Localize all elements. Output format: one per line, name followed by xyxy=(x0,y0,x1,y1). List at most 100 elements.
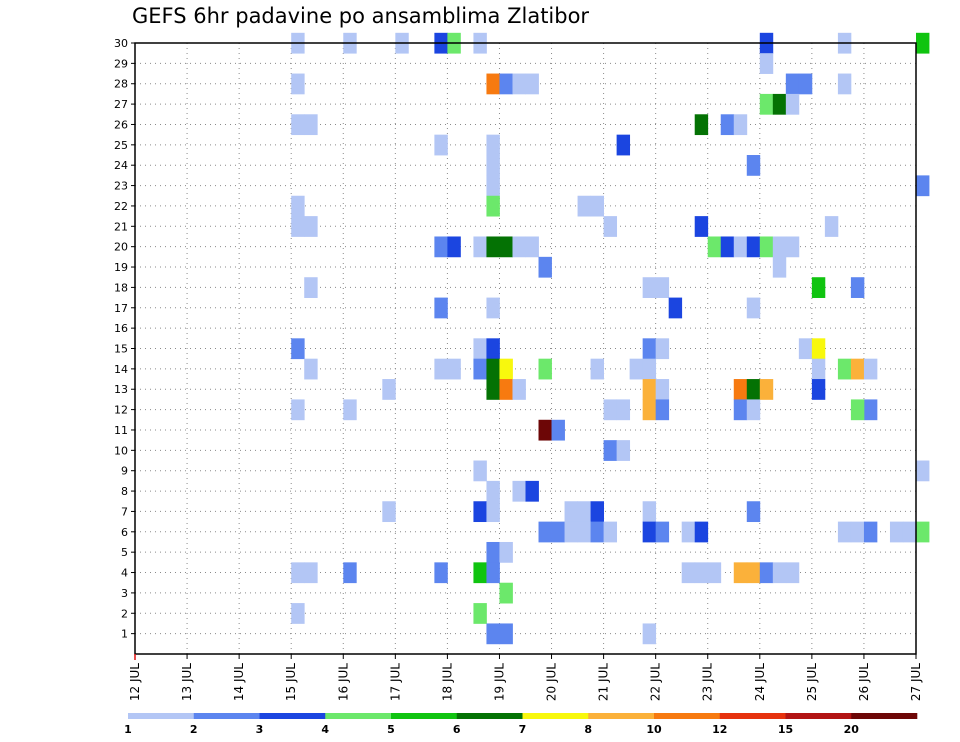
heatmap-cell xyxy=(291,195,305,217)
legend-label: 2 xyxy=(190,723,198,736)
heatmap-cell xyxy=(837,358,852,380)
heatmap-cell xyxy=(486,562,500,584)
heatmap-cell xyxy=(486,379,500,400)
y-tick-label: 1 xyxy=(121,628,128,641)
legend-swatch xyxy=(851,713,918,719)
heatmap-cell xyxy=(603,521,618,543)
x-tick-label: 17 JUL xyxy=(388,663,402,701)
heatmap-cell xyxy=(564,521,578,543)
y-tick-label: 20 xyxy=(114,241,128,254)
legend-label: 6 xyxy=(453,723,461,736)
y-tick-label: 11 xyxy=(114,424,128,437)
heatmap-cell xyxy=(694,216,709,237)
heatmap-cell xyxy=(473,603,487,624)
heatmap-cell xyxy=(434,297,448,319)
heatmap-cell xyxy=(304,216,318,237)
heatmap-cell xyxy=(434,562,448,584)
legend-swatch xyxy=(719,713,786,719)
heatmap-cell xyxy=(551,419,565,441)
heatmap-cell xyxy=(772,93,787,115)
heatmap-cell xyxy=(733,399,748,421)
y-tick-label: 14 xyxy=(114,363,128,376)
heatmap-cell xyxy=(434,236,448,258)
y-tick-label: 5 xyxy=(121,546,128,559)
heatmap-cell xyxy=(304,277,318,298)
legend-swatch xyxy=(259,713,326,719)
y-tick-label: 28 xyxy=(114,78,128,91)
heatmap-cell xyxy=(733,379,748,400)
heatmap-cell xyxy=(798,338,813,360)
heatmap-cell xyxy=(525,480,539,502)
heatmap-cell xyxy=(291,562,305,584)
heatmap-cell xyxy=(746,379,761,400)
legend-swatch xyxy=(128,713,195,719)
x-tick-label: 13 JUL xyxy=(180,663,194,701)
heatmap-cell xyxy=(811,379,826,400)
heatmap-cell xyxy=(473,358,487,380)
heatmap-cell xyxy=(499,358,513,380)
heatmap-cell xyxy=(512,480,526,502)
heatmap-cell xyxy=(655,521,670,543)
legend-label: 4 xyxy=(321,723,329,736)
heatmap-cell xyxy=(733,562,748,584)
heatmap-cell xyxy=(642,399,657,421)
heatmap-cell xyxy=(850,277,865,298)
heatmap-cell xyxy=(759,562,774,584)
heatmap-cell xyxy=(772,236,787,258)
legend-label: 5 xyxy=(387,723,395,736)
heatmap-cell xyxy=(746,297,761,319)
heatmap-cell xyxy=(538,256,552,278)
y-tick-label: 27 xyxy=(114,98,128,111)
heatmap-cell xyxy=(551,521,565,543)
heatmap-cell xyxy=(863,521,878,543)
heatmap-cell xyxy=(499,541,513,563)
heatmap-cell xyxy=(291,338,305,360)
heatmap-cell xyxy=(291,399,305,421)
heatmap-cell xyxy=(486,338,500,360)
x-tick-label: 23 JUL xyxy=(701,663,715,701)
heatmap-cell xyxy=(889,521,904,543)
heatmap-cell xyxy=(291,216,305,237)
heatmap-cell xyxy=(486,73,500,95)
y-tick-label: 7 xyxy=(121,505,128,518)
heatmap-cell xyxy=(577,195,591,217)
y-tick-label: 23 xyxy=(114,180,128,193)
chart-title: GEFS 6hr padavine po ansamblima Zlatibor xyxy=(132,4,590,28)
heatmap-cell xyxy=(694,521,709,543)
heatmap-cell xyxy=(343,562,357,584)
heatmap-cell xyxy=(486,358,500,380)
heatmap-cell xyxy=(785,236,800,258)
heatmap-cell xyxy=(590,501,604,523)
heatmap-cell xyxy=(642,501,657,523)
heatmap-cell xyxy=(863,358,878,380)
heatmap-cell xyxy=(473,338,487,360)
x-tick-label: 21 JUL xyxy=(597,663,611,701)
heatmap-cell xyxy=(668,297,683,319)
heatmap-cell xyxy=(447,236,461,258)
heatmap-cell xyxy=(733,114,748,136)
heatmap-cell xyxy=(720,236,735,258)
heatmap-cell xyxy=(863,399,878,421)
y-tick-label: 24 xyxy=(114,159,128,172)
heatmap-cell xyxy=(590,521,604,543)
y-tick-label: 4 xyxy=(121,567,128,580)
heatmap-cell xyxy=(564,501,578,523)
color-legend: 1 2 3 4 5 6 7 8 10 12 15 20 xyxy=(124,713,918,736)
heatmap-cell xyxy=(486,175,500,197)
heatmap-cell xyxy=(616,399,631,421)
heatmap-cell xyxy=(785,93,800,115)
heatmap-cell xyxy=(343,399,357,421)
heatmap-cell xyxy=(499,623,513,645)
x-tick-label: 18 JUL xyxy=(440,663,454,701)
y-tick-label: 29 xyxy=(114,57,128,70)
y-tick-label: 8 xyxy=(121,485,128,498)
heatmap-cell xyxy=(655,399,670,421)
x-tick-label: 24 JUL xyxy=(753,663,767,701)
heatmap-cell xyxy=(916,175,930,197)
y-tick-label: 10 xyxy=(114,444,128,457)
x-tick-label: 20 JUL xyxy=(545,663,559,701)
y-tick-label: 17 xyxy=(114,302,128,315)
y-tick-label: 6 xyxy=(121,526,128,539)
heatmap-cell xyxy=(655,277,670,298)
